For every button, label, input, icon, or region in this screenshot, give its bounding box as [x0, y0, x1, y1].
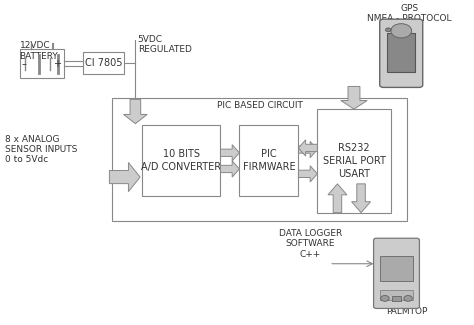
Text: 12VDC
BATTERY: 12VDC BATTERY [19, 41, 58, 60]
Bar [387, 33, 415, 72]
Polygon shape [124, 99, 147, 124]
Text: DATA LOGGER
SOFTWARE
C++: DATA LOGGER SOFTWARE C++ [279, 229, 342, 259]
Bar [112, 98, 407, 221]
Text: –: – [22, 59, 27, 69]
Circle shape [385, 28, 391, 32]
Bar [239, 125, 299, 197]
Text: 8 x ANALOG
SENSOR INPUTS
0 to 5Vdc: 8 x ANALOG SENSOR INPUTS 0 to 5Vdc [5, 135, 78, 164]
Polygon shape [299, 166, 318, 182]
Polygon shape [220, 145, 239, 161]
Text: 5VDC
REGULATED: 5VDC REGULATED [138, 35, 191, 54]
Polygon shape [220, 161, 239, 177]
Bar [392, 295, 401, 301]
Circle shape [381, 295, 389, 301]
Text: +: + [53, 59, 61, 69]
Polygon shape [328, 184, 347, 213]
Polygon shape [109, 162, 140, 192]
Polygon shape [352, 184, 371, 213]
Bar [318, 109, 391, 213]
Polygon shape [299, 140, 318, 156]
Circle shape [404, 295, 412, 301]
Bar [19, 49, 64, 78]
Circle shape [391, 24, 411, 38]
FancyBboxPatch shape [380, 19, 423, 87]
Polygon shape [341, 86, 367, 109]
Bar [380, 290, 413, 300]
Text: 10 BITS
A/D CONVERTER: 10 BITS A/D CONVERTER [141, 149, 221, 173]
Text: PIC BASED CIRCUIT: PIC BASED CIRCUIT [217, 101, 302, 110]
Text: PIC
FIRMWARE: PIC FIRMWARE [243, 149, 295, 173]
Text: RS232
SERIAL PORT
USART: RS232 SERIAL PORT USART [322, 143, 385, 179]
Text: GPS
NMEA - PROTOCOL: GPS NMEA - PROTOCOL [367, 4, 452, 23]
Text: CI 7805: CI 7805 [85, 58, 122, 68]
Bar [380, 256, 413, 281]
Bar [143, 125, 220, 197]
Polygon shape [299, 141, 318, 158]
Text: PALMTOP: PALMTOP [386, 307, 428, 316]
Bar [83, 52, 124, 73]
FancyBboxPatch shape [374, 238, 419, 308]
